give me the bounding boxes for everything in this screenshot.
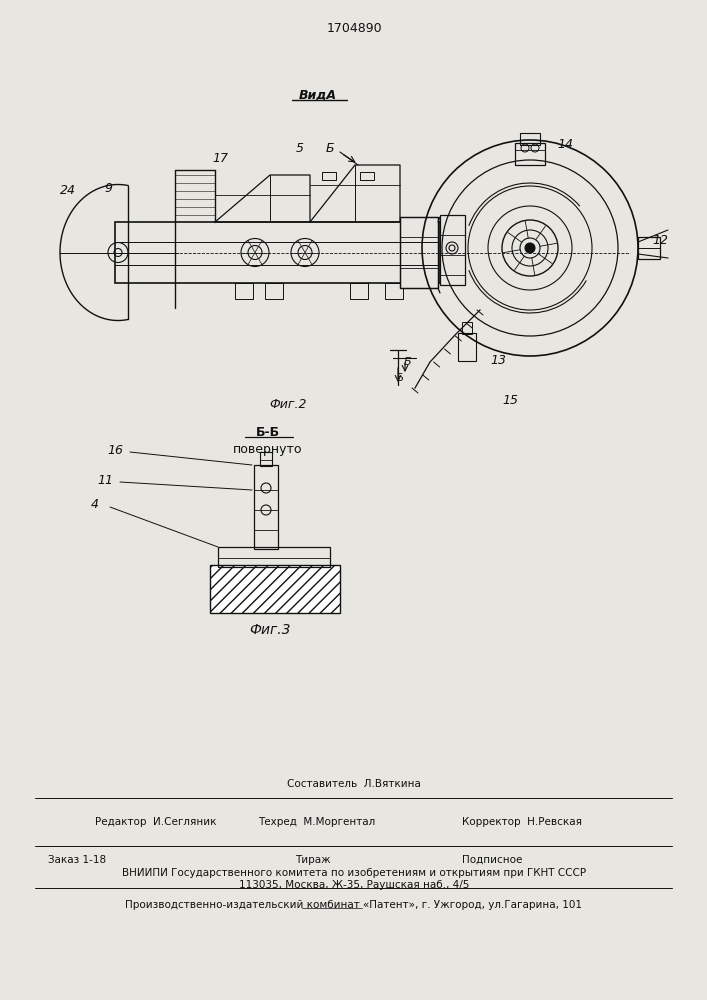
Bar [260, 452, 272, 466]
Text: 11: 11 [97, 474, 113, 487]
Bar [115, 222, 440, 283]
Text: 12: 12 [652, 233, 668, 246]
Bar [265, 283, 283, 299]
Text: 4: 4 [91, 498, 99, 512]
Bar [515, 143, 545, 165]
Text: Производственно-издательский комбинат «Патент», г. Ужгород, ул.Гагарина, 101: Производственно-издательский комбинат «П… [126, 900, 583, 910]
Text: 15: 15 [502, 393, 518, 406]
Bar [385, 283, 403, 299]
Bar [440, 215, 465, 285]
Bar [350, 283, 368, 299]
Text: Б: Б [404, 357, 411, 367]
Text: ВидА: ВидА [299, 89, 337, 102]
Text: 16: 16 [107, 444, 123, 456]
Text: Б-Б: Б-Б [256, 426, 280, 438]
Text: повернуто: повернуто [233, 444, 303, 456]
Text: Фиг.3: Фиг.3 [250, 623, 291, 637]
Bar [360, 172, 374, 180]
Bar [458, 333, 476, 361]
Circle shape [525, 243, 535, 253]
Text: 113035, Москва, Ж-35, Раушская наб., 4/5: 113035, Москва, Ж-35, Раушская наб., 4/5 [239, 880, 469, 890]
Text: 13: 13 [490, 354, 506, 366]
Text: Фиг.2: Фиг.2 [269, 398, 307, 412]
Text: 17: 17 [212, 151, 228, 164]
Text: Корректор  Н.Ревская: Корректор Н.Ревская [462, 817, 582, 827]
Text: 24: 24 [60, 184, 76, 196]
Text: 5: 5 [397, 373, 404, 383]
Text: ВНИИПИ Государственного комитета по изобретениям и открытиям при ГКНТ СССР: ВНИИПИ Государственного комитета по изоб… [122, 868, 586, 878]
Text: Составитель  Л.Вяткина: Составитель Л.Вяткина [287, 779, 421, 789]
Bar [520, 133, 540, 145]
Text: 14: 14 [557, 138, 573, 151]
Bar [322, 172, 336, 180]
Text: Техред  М.Моргентал: Техред М.Моргентал [258, 817, 375, 827]
Bar [235, 283, 253, 299]
Text: 1704890: 1704890 [326, 21, 382, 34]
Bar [462, 322, 472, 334]
Bar [400, 217, 438, 288]
Bar [400, 217, 438, 288]
Bar [210, 565, 340, 613]
Text: 5: 5 [296, 141, 304, 154]
Bar [638, 237, 660, 259]
Text: 9: 9 [104, 182, 112, 194]
Text: Заказ 1-18: Заказ 1-18 [48, 855, 106, 865]
Text: Б: Б [326, 141, 334, 154]
Text: Редактор  И.Сегляник: Редактор И.Сегляник [95, 817, 216, 827]
Text: Тираж: Тираж [295, 855, 331, 865]
Text: Подписное: Подписное [462, 855, 522, 865]
Bar [218, 547, 330, 567]
Bar [254, 465, 278, 549]
